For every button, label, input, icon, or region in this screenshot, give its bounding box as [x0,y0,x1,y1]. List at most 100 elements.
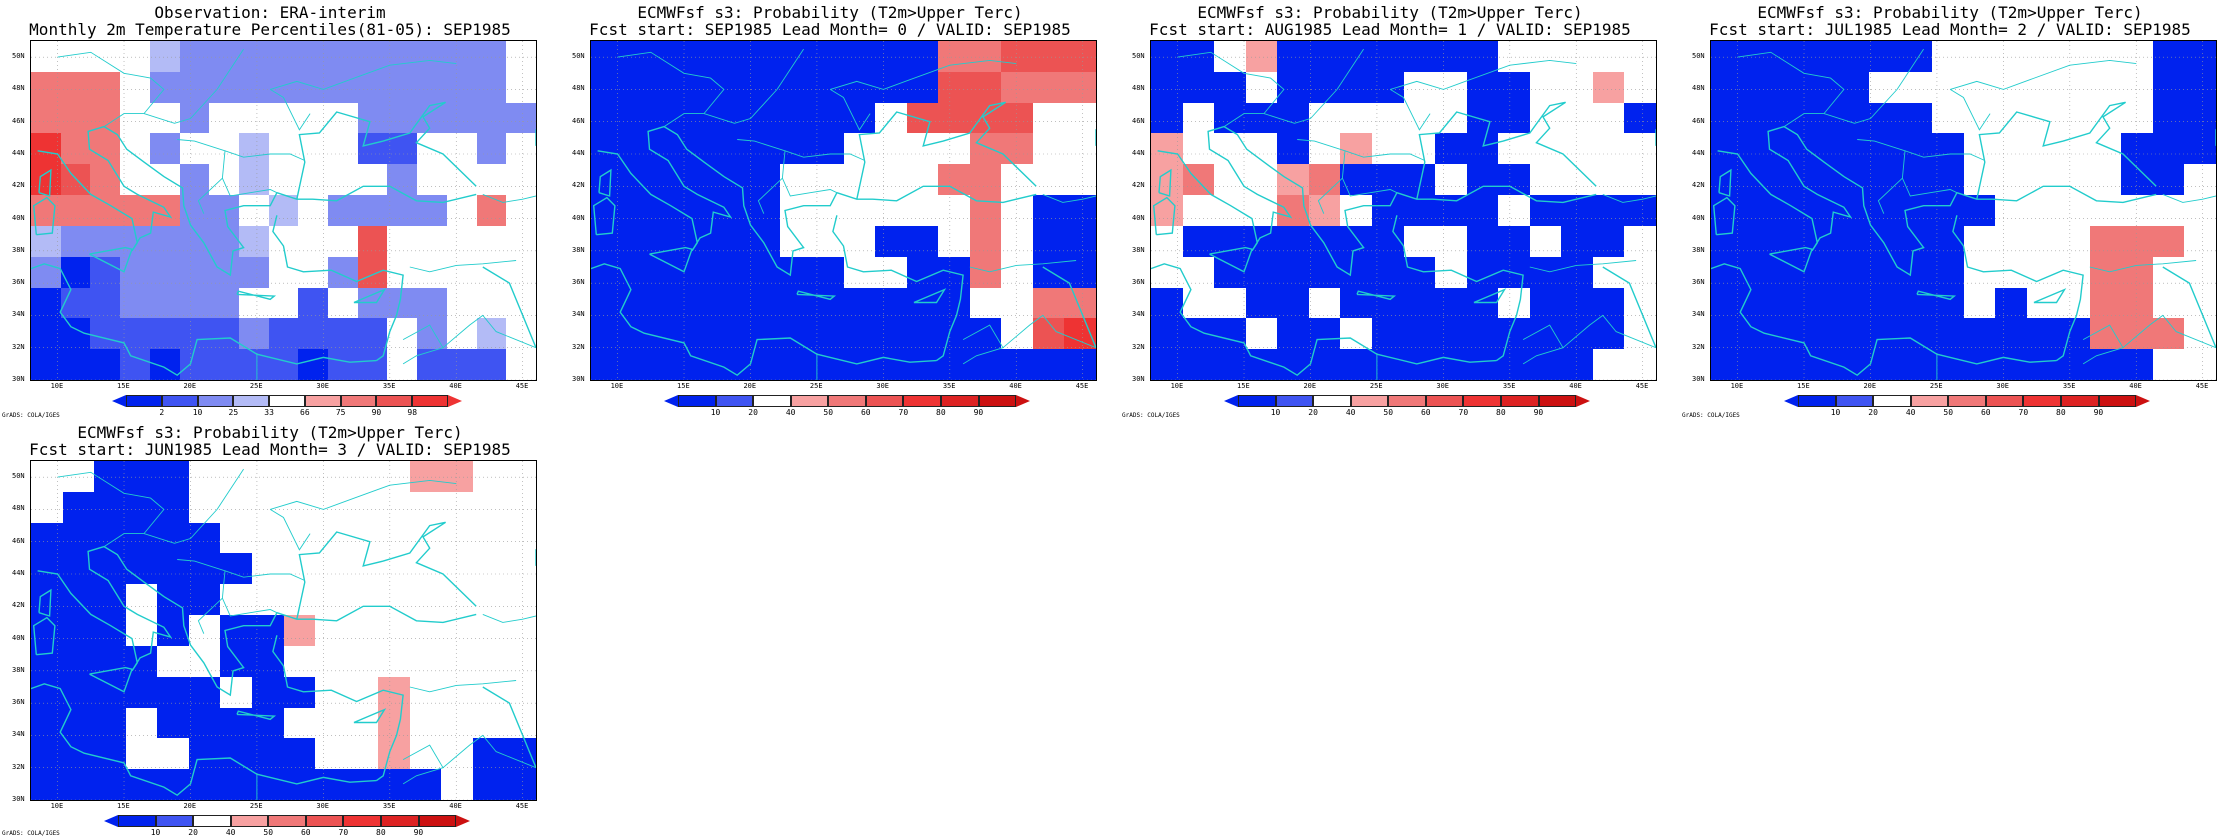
grid-cell [328,225,358,257]
grid-cell [1931,41,1964,72]
grid-cell [1182,102,1215,134]
grid-cell [1837,318,1869,350]
grid-cell [476,195,507,226]
grid-cell [1151,41,1183,72]
border-line [402,324,444,365]
grid-cell [1837,349,1869,380]
colorbar-tick-label: 10 [710,408,721,417]
colorbar-arrow-left [1224,395,1238,407]
grid-cell [591,133,623,165]
grid-cell [1900,349,1932,380]
lon-tick-label: 20E [1863,382,1877,390]
map-obs [30,40,537,381]
grid-cell [1308,133,1341,165]
panel-title-line2: Fcst start: JUN1985 Lead Month= 3 / VALI… [29,440,511,459]
grid-cell [1032,71,1065,103]
grid-cell [188,553,221,585]
border-line [1904,150,1985,161]
grid-cell [1435,225,1467,257]
border-line [830,59,1017,90]
grid-cell [969,164,1002,196]
lon-tick-label: 20E [183,802,197,810]
border-line [1857,139,1906,214]
lon-tick-label: 15E [677,382,690,390]
colorbar-tick-label: 60 [860,408,871,417]
grid-cell [1742,102,1775,134]
grid-cell [472,738,505,770]
grid-cell [1435,71,1467,103]
grid-cell [1277,225,1309,257]
grid-cell [811,133,844,165]
grid-cell [1868,195,1901,226]
grid-cell [125,491,158,523]
grid-cell [1214,71,1246,103]
grid-cell [622,102,655,134]
grid-cell [446,349,477,380]
grid-cell [1245,256,1278,288]
grid-cell [1214,225,1246,257]
colorbar-segment [269,395,305,407]
grid-cell [472,769,505,800]
grid-cell [504,553,536,585]
colorbar-tick-label: 20 [1868,408,1878,417]
grid-cell [378,491,410,523]
grid-cell [387,164,418,196]
grid-cell [60,225,91,257]
panel-title-line2: Fcst start: AUG1985 Lead Month= 1 / VALI… [1149,20,1631,39]
grid-cell [346,522,379,554]
grid-cell [1245,102,1278,134]
lon-tick-label: 40E [2129,382,2142,390]
lat-tick-label: 48N [1132,84,1145,93]
grid-cell [1001,318,1033,350]
grid-cell [31,349,61,380]
grid-cell [1308,287,1341,319]
grid-cell [31,41,61,72]
border-line [1823,48,1924,124]
grid-cell [125,461,158,492]
lon-tick-label: 15E [1237,382,1250,390]
panel-lead0: ECMWFsf s3: Probability (T2m>Upper Terc)… [560,0,1100,420]
grid-cell [60,195,91,226]
grid-cell [446,225,477,257]
lat-tick-label: 34N [572,310,585,319]
grid-cell [446,256,477,288]
grid-cell [1277,133,1309,165]
grid-cell [1371,41,1404,72]
grid-cell [328,71,358,103]
lat-tick-label: 44N [12,569,25,577]
grid-cell [476,287,507,319]
grid-cell [969,225,1002,257]
grid-cell [1371,195,1404,226]
colorbar-segment [1985,395,2024,407]
lon-tick-label: 25E [1929,382,1943,390]
colorbar-segment [155,815,194,827]
grid-cell [622,225,655,257]
grid-cell [1435,349,1467,380]
border-line [2122,314,2216,349]
grid-cell [157,461,189,492]
border-line [1562,314,1656,349]
border-line [1529,260,1637,273]
border-line [269,89,311,131]
border-line [143,468,244,544]
grid-cell [1624,41,1656,72]
grid-cell [843,41,876,72]
colorbar-lead2: 10 20 40 50 60 70 80 90 [1784,395,2151,419]
grid-cell [654,71,686,103]
grid-cell [120,41,150,72]
grid-cell [843,195,876,226]
grid-cell [409,707,442,739]
coastline [1769,246,1813,273]
grid-cell [378,522,410,554]
grid-cell [1371,102,1404,134]
colorbar-tick-label: 66 [300,408,310,417]
grid-cell [31,461,63,492]
grid-cell [504,707,536,739]
coastline-overlay [1711,41,2216,380]
grid-cell [31,133,61,165]
grid-cell [1592,349,1625,380]
grid-cell [472,584,505,616]
grid-cell [472,615,505,646]
grid-cell [843,349,876,380]
grid-cell [1466,195,1499,226]
